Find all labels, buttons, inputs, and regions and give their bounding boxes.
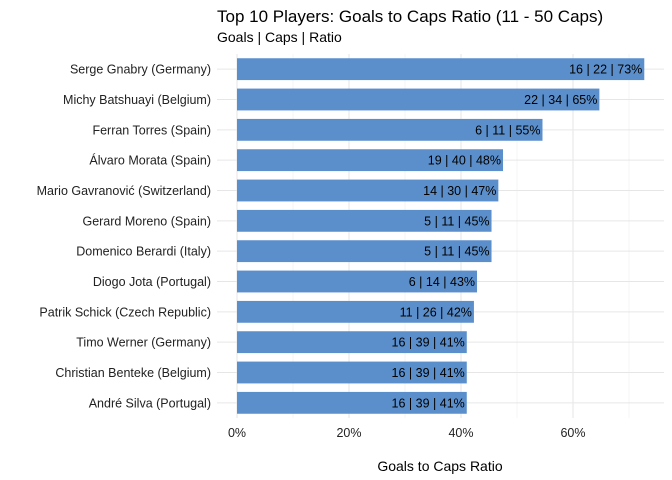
bar-data-label: 6 | 11 | 55%	[475, 123, 540, 137]
x-tick-label: 20%	[336, 426, 361, 440]
category-label: Álvaro Morata (Spain)	[89, 153, 211, 168]
bar	[237, 58, 645, 81]
category-label: Diogo Jota (Portugal)	[93, 275, 211, 289]
category-label: Timo Werner (Germany)	[76, 336, 211, 350]
bars	[237, 58, 645, 414]
category-label: André Silva (Portugal)	[89, 396, 211, 410]
x-tick-label: 0%	[228, 426, 246, 440]
bar-data-label: 22 | 34 | 65%	[524, 93, 597, 107]
bar	[237, 361, 467, 384]
category-label: Patrik Schick (Czech Republic)	[39, 305, 211, 319]
bar-data-label: 19 | 40 | 48%	[428, 154, 501, 168]
bar-data-label: 5 | 11 | 45%	[424, 245, 489, 259]
category-label: Domenico Berardi (Italy)	[76, 245, 211, 259]
bar	[237, 88, 600, 111]
bar	[237, 300, 474, 323]
bar-data-label: 5 | 11 | 45%	[424, 214, 489, 228]
bar	[237, 331, 467, 354]
bar-data-label: 16 | 39 | 41%	[392, 396, 465, 410]
category-label: Serge Gnabry (Germany)	[70, 63, 211, 77]
bar	[237, 240, 492, 263]
bar	[237, 270, 478, 293]
category-label: Michy Batshuayi (Belgium)	[63, 93, 211, 107]
bar-data-label: 6 | 14 | 43%	[409, 275, 475, 289]
bar-data-label: 16 | 39 | 41%	[392, 366, 465, 380]
chart-subtitle: Goals | Caps | Ratio	[217, 29, 342, 45]
chart-title: Top 10 Players: Goals to Caps Ratio (11 …	[217, 7, 603, 26]
category-label: Gerard Moreno (Spain)	[82, 214, 211, 228]
bar-data-label: 16 | 22 | 73%	[569, 63, 642, 77]
x-tick-label: 40%	[448, 426, 473, 440]
category-label: Christian Benteke (Belgium)	[55, 366, 211, 380]
bar	[237, 149, 503, 172]
bar	[237, 179, 499, 202]
bar	[237, 391, 467, 414]
bar	[237, 209, 492, 232]
x-tick-label: 60%	[560, 426, 585, 440]
category-label: Mario Gavranović (Switzerland)	[37, 184, 211, 198]
bar	[237, 118, 543, 141]
bar-data-labels: 16 | 22 | 73% 22 | 34 | 65% 6 | 11 | 55% 19…	[392, 63, 643, 411]
x-axis-tick-labels: 0% 20% 40% 60%	[228, 426, 586, 440]
x-axis-title: Goals to Caps Ratio	[377, 458, 502, 474]
bar-data-label: 16 | 39 | 41%	[392, 336, 465, 350]
category-labels: Serge Gnabry (Germany) Michy Batshuayi (B…	[37, 63, 211, 411]
bar-data-label: 14 | 30 | 47%	[423, 184, 496, 198]
category-label: Ferran Torres (Spain)	[92, 123, 211, 137]
bar-data-label: 11 | 26 | 42%	[400, 305, 472, 319]
